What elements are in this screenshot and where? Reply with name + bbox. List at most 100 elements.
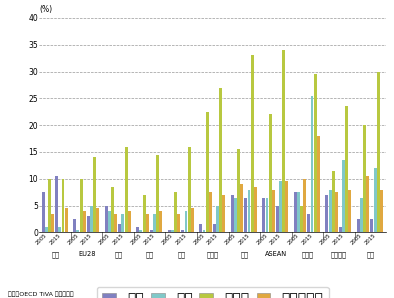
Bar: [237, 149, 240, 232]
Bar: [181, 230, 184, 232]
Bar: [42, 192, 45, 232]
Text: インド: インド: [301, 251, 313, 258]
Bar: [199, 224, 202, 232]
Bar: [125, 147, 128, 232]
Legend: 農業, 鉱業, 製造業, サービス業: 農業, 鉱業, 製造業, サービス業: [97, 287, 329, 298]
Bar: [300, 206, 303, 232]
Bar: [219, 88, 222, 232]
Bar: [272, 190, 275, 232]
Bar: [279, 181, 282, 232]
Bar: [177, 214, 180, 232]
Bar: [76, 230, 79, 232]
Bar: [61, 179, 65, 232]
Text: (%): (%): [39, 4, 52, 14]
Bar: [370, 219, 374, 232]
Bar: [234, 198, 237, 232]
Bar: [222, 195, 225, 232]
Bar: [168, 230, 171, 232]
Bar: [380, 190, 383, 232]
Bar: [184, 211, 188, 232]
Bar: [209, 192, 212, 232]
Bar: [156, 155, 159, 232]
Bar: [342, 160, 345, 232]
Bar: [335, 192, 338, 232]
Bar: [143, 195, 145, 232]
Bar: [325, 195, 328, 232]
Bar: [231, 195, 234, 232]
Bar: [247, 190, 251, 232]
Bar: [65, 208, 68, 232]
Bar: [136, 227, 139, 232]
Bar: [111, 187, 114, 232]
Bar: [108, 211, 111, 232]
Bar: [191, 208, 194, 232]
Bar: [348, 190, 351, 232]
Bar: [314, 74, 317, 232]
Bar: [105, 206, 108, 232]
Bar: [51, 214, 54, 232]
Bar: [366, 176, 369, 232]
Bar: [294, 192, 297, 232]
Bar: [73, 219, 76, 232]
Text: 米国: 米国: [51, 251, 59, 258]
Bar: [83, 211, 85, 232]
Bar: [377, 72, 380, 232]
Bar: [329, 190, 331, 232]
Bar: [90, 206, 93, 232]
Bar: [357, 219, 360, 232]
Bar: [213, 224, 216, 232]
Bar: [285, 181, 288, 232]
Text: ドイツ: ドイツ: [207, 251, 219, 258]
Bar: [276, 206, 279, 232]
Bar: [266, 198, 268, 232]
Bar: [58, 227, 61, 232]
Bar: [307, 214, 310, 232]
Text: 中国: 中国: [114, 251, 122, 258]
Bar: [87, 216, 90, 232]
Bar: [114, 214, 117, 232]
Bar: [80, 179, 82, 232]
Bar: [171, 230, 174, 232]
Bar: [174, 192, 177, 232]
Bar: [45, 227, 48, 232]
Text: 世界: 世界: [366, 251, 374, 258]
Bar: [206, 112, 208, 232]
Bar: [118, 224, 121, 232]
Bar: [93, 157, 96, 232]
Bar: [128, 211, 131, 232]
Bar: [153, 214, 156, 232]
Bar: [121, 214, 125, 232]
Bar: [332, 171, 335, 232]
Text: ASEAN: ASEAN: [265, 251, 287, 257]
Bar: [339, 227, 342, 232]
Bar: [262, 198, 265, 232]
Bar: [345, 106, 348, 232]
Bar: [150, 230, 153, 232]
Bar: [159, 211, 162, 232]
Bar: [240, 184, 243, 232]
Bar: [188, 147, 191, 232]
Bar: [269, 114, 271, 232]
Bar: [146, 214, 149, 232]
Bar: [317, 136, 320, 232]
Bar: [310, 96, 314, 232]
Bar: [363, 125, 366, 232]
Text: 英国: 英国: [240, 251, 248, 258]
Bar: [297, 192, 300, 232]
Text: ブラジル: ブラジル: [331, 251, 347, 258]
Bar: [55, 176, 58, 232]
Bar: [374, 168, 377, 232]
Bar: [303, 179, 306, 232]
Bar: [254, 187, 257, 232]
Bar: [282, 50, 285, 232]
Bar: [48, 179, 51, 232]
Bar: [96, 208, 99, 232]
Text: EU28: EU28: [78, 251, 95, 257]
Text: 日本: 日本: [146, 251, 154, 258]
Bar: [216, 206, 219, 232]
Bar: [360, 198, 363, 232]
Bar: [251, 55, 254, 232]
Bar: [203, 230, 205, 232]
Bar: [244, 198, 247, 232]
Text: 韓国: 韓国: [177, 251, 185, 258]
